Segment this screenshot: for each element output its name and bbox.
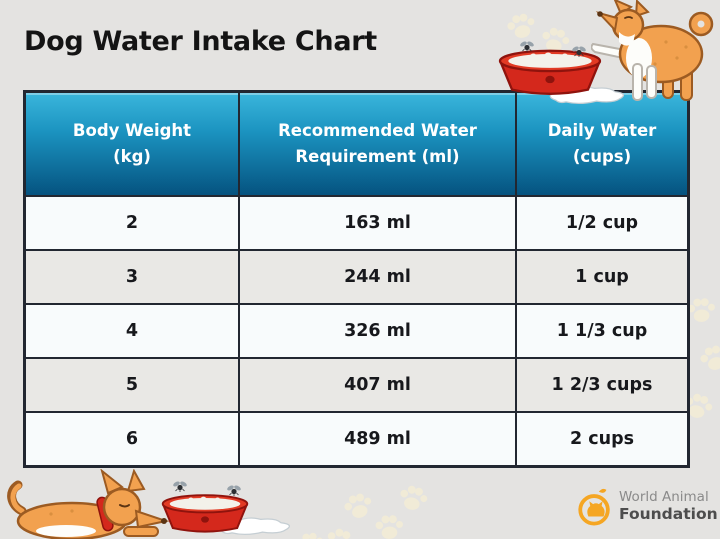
cell-ml: 407 ml: [240, 359, 515, 411]
column-header-water-requirement: Recommended Water Requirement (ml): [240, 93, 515, 195]
cell-cups: 1 cup: [517, 251, 687, 303]
water-intake-table: Body Weight (kg) Recommended Water Requi…: [23, 90, 690, 468]
header-line: Recommended Water: [278, 121, 477, 141]
header-line: Body Weight: [72, 121, 192, 141]
brand-footer: World Animal Foundation: [576, 486, 718, 528]
cell-ml: 163 ml: [240, 197, 515, 249]
brand-name-line2: Foundation: [619, 504, 718, 523]
cell-cups: 1 2/3 cups: [517, 359, 687, 411]
fly-icon: [172, 480, 188, 492]
world-animal-foundation-logo: [578, 488, 610, 526]
header-line: Requirement (ml): [295, 147, 460, 166]
paw-print-icon: [503, 9, 539, 44]
header-line: (kg): [113, 147, 151, 166]
paw-print-icon: [395, 481, 430, 515]
cell-cups: 2 cups: [517, 413, 687, 465]
paw-print-icon: [322, 523, 359, 539]
paw-print-icon: [339, 488, 376, 524]
red-water-bowl-illustration: [158, 491, 252, 537]
paw-print-icon: [294, 529, 326, 539]
fly-icon: [571, 45, 587, 57]
cell-weight: 4: [26, 305, 238, 357]
cell-cups: 1/2 cup: [517, 197, 687, 249]
paw-print-icon: [373, 512, 405, 539]
cell-weight: 2: [26, 197, 238, 249]
cell-ml: 244 ml: [240, 251, 515, 303]
fly-icon: [519, 40, 535, 52]
lying-dog-illustration: [7, 469, 170, 539]
column-header-daily-water: Daily Water (cups): [517, 93, 687, 195]
header-line: (cups): [572, 147, 632, 166]
cell-ml: 326 ml: [240, 305, 515, 357]
fly-icon: [226, 484, 242, 496]
page-title: Dog Water Intake Chart: [24, 26, 377, 57]
cell-cups: 1 1/3 cup: [517, 305, 687, 357]
red-water-bowl-illustration: [492, 48, 608, 98]
column-header-body-weight: Body Weight (kg): [26, 93, 238, 195]
paw-print-icon: [695, 340, 720, 376]
cell-weight: 5: [26, 359, 238, 411]
brand-name-line1: World Animal: [619, 489, 709, 506]
header-line: Daily Water: [547, 121, 657, 141]
standing-dog-illustration: [591, 0, 714, 101]
cell-ml: 489 ml: [240, 413, 515, 465]
cell-weight: 3: [26, 251, 238, 303]
cell-weight: 6: [26, 413, 238, 465]
